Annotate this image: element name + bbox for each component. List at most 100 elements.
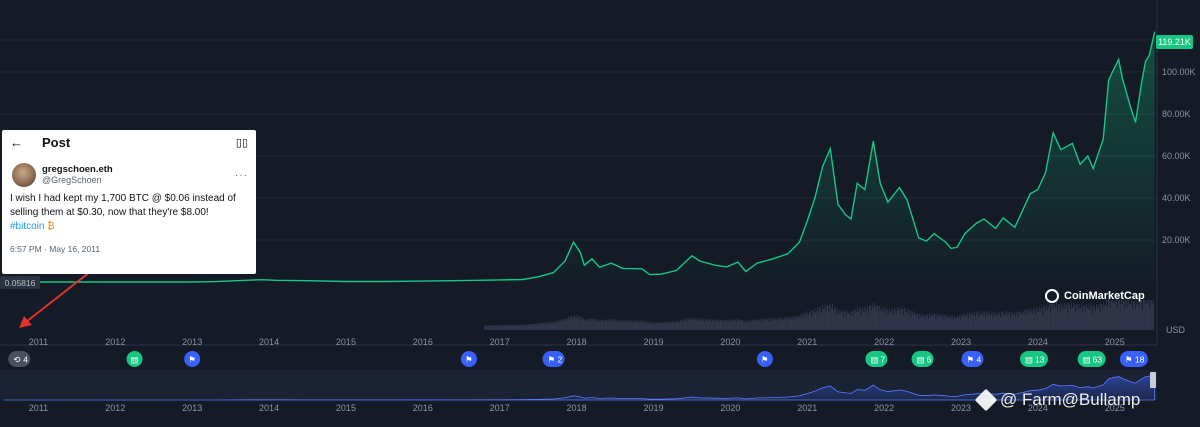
y-tick-label: 100.00K [1162,67,1196,77]
event-marker-bg[interactable] [1019,351,1048,367]
volume-bar [1078,304,1080,330]
volume-bar [484,325,486,330]
volume-bar [555,320,557,330]
event-marker-bg[interactable] [460,351,477,367]
tweet-hashtag[interactable]: #bitcoin [10,221,45,232]
volume-bar [949,315,951,330]
event-marker-bg[interactable] [542,351,565,367]
volume-bar [1055,306,1057,330]
volume-bar [714,321,715,330]
volume-bar [745,321,747,330]
event-marker[interactable]: ⚑ 18 [1119,351,1148,367]
volume-bar [1031,307,1033,330]
volume-bar [1035,314,1036,330]
volume-bar [1071,302,1072,330]
volume-bar [553,321,555,330]
event-marker[interactable]: ⚑ [756,351,773,367]
volume-bar [1143,300,1144,330]
event-marker-bg[interactable] [865,351,888,367]
volume-bar [770,318,772,330]
volume-bar [1002,316,1004,330]
navigator-handle[interactable] [1150,372,1156,388]
document-icon: ▤ [870,355,878,365]
volume-bar [837,310,839,330]
volume-bar [486,325,488,330]
event-marker[interactable]: ⟲ 4 [8,351,31,367]
event-marker[interactable]: ⚑ [460,351,477,367]
volume-bar [596,322,598,330]
navigator-tick-label: 2020 [720,403,740,413]
volume-bar [1084,305,1085,330]
volume-bar [887,310,889,330]
volume-bar [719,319,721,330]
volume-bar [738,319,739,330]
tweet-hashtag-line[interactable]: #bitcoin ₿ [10,220,248,234]
volume-bar [531,324,533,330]
volume-bar [1004,313,1006,330]
volume-bar [759,319,761,330]
volume-bar [603,319,605,330]
y-tick-label: 40.00K [1162,193,1191,203]
volume-bar [505,324,507,330]
volume-bar [1096,309,1098,330]
volume-bar [906,308,908,330]
volume-bar [643,322,645,330]
event-marker[interactable]: ▤ 7 [865,351,888,367]
volume-bar [752,319,754,330]
volume-bar [524,324,525,330]
volume-bar [720,319,722,330]
event-markers[interactable]: ⟲ 4 ▤ ⚑ ⚑ ⚑ 2 ⚑ ▤ 7 ▤ 6 ⚑ 4 ▤ 13 ▤ 63 ⚑ 18 [8,351,1148,367]
volume-bar [1094,307,1095,330]
event-marker[interactable]: ▤ 63 [1077,351,1106,367]
event-marker-bg[interactable] [756,351,773,367]
author-handle[interactable]: @GregSchoen [42,175,102,185]
volume-bar [639,322,641,330]
volume-bar [666,322,667,330]
volume-bar [821,312,822,330]
volume-bar [488,325,489,330]
event-marker-bg[interactable] [8,351,31,367]
volume-bar [813,313,815,330]
volume-bar [1054,306,1056,330]
document-icon: ▤ [1083,355,1091,365]
event-marker[interactable]: ▤ 13 [1019,351,1048,367]
event-marker-bg[interactable] [1119,351,1148,367]
book-icon[interactable]: ▯▯ [235,136,248,149]
volume-bar [1020,315,1022,330]
volume-bar [1026,309,1028,330]
volume-bar [747,320,749,330]
more-options-icon[interactable]: ··· [235,169,248,181]
volume-bar [995,316,997,330]
event-marker[interactable]: ▤ 6 [911,351,934,367]
event-marker[interactable]: ⚑ [184,351,201,367]
volume-bar [605,319,607,330]
volume-bar [1108,300,1109,330]
event-marker-bg[interactable] [126,351,143,367]
volume-bar [725,319,726,330]
volume-bar [559,321,560,330]
avatar[interactable] [12,163,36,187]
volume-bar [1144,303,1146,330]
range-navigator[interactable] [0,370,1157,401]
event-marker-bg[interactable] [1077,351,1106,367]
event-marker-bg[interactable] [184,351,201,367]
volume-bar [973,314,975,330]
event-marker-bg[interactable] [961,351,984,367]
event-marker[interactable]: ▤ [126,351,143,367]
arrow-left-icon[interactable]: ← [10,134,23,150]
volume-bar [1128,300,1130,330]
volume-bar [892,308,893,330]
tweet-timestamp[interactable]: 6:57 PM · May 16, 2011 [10,244,101,254]
author-display-name[interactable]: gregschoen.eth [42,164,113,175]
volume-bar [667,322,668,330]
volume-bar [667,321,669,330]
event-marker[interactable]: ⚑ 4 [961,351,984,367]
volume-bar [585,318,587,330]
event-marker-bg[interactable] [911,351,934,367]
volume-bar [508,324,510,330]
volume-bar [682,318,684,330]
volume-bar [694,318,696,330]
event-marker[interactable]: ⚑ 2 [542,351,565,367]
volume-bar [1019,312,1021,330]
